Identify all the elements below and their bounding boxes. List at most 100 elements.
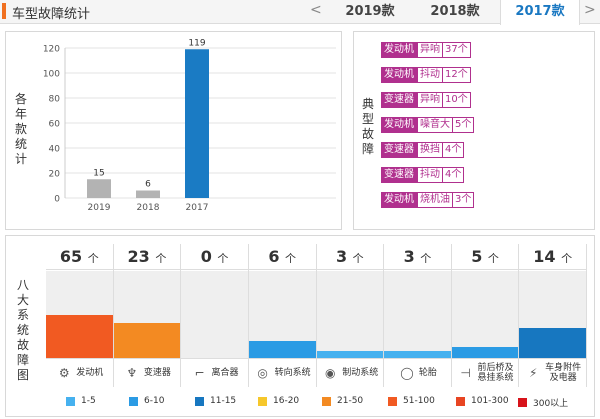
y-tick-label: 100 <box>43 70 60 80</box>
system-column[interactable]: 0 个 ⌐ 离合器 <box>181 244 249 387</box>
y-tick-label: 60 <box>49 120 61 130</box>
legend-swatch <box>258 396 267 406</box>
legend-item: 101-300 <box>456 396 509 406</box>
legend-item: 300以上 <box>518 396 568 409</box>
bar-2018 <box>136 190 160 198</box>
system-bar-area <box>181 271 248 358</box>
fault-item[interactable]: 发动机 抖动 12个 <box>381 67 471 83</box>
legend-swatch <box>518 398 527 407</box>
system-column[interactable]: 14 个 ⚡ 车身附件 及电器 <box>519 244 587 387</box>
eight-systems-label: 八大系统故障图 <box>16 278 29 382</box>
tire-icon: ◯ <box>400 366 414 380</box>
system-bar <box>46 315 113 358</box>
typical-faults-label: 典型故障 <box>361 97 374 156</box>
fault-system-tag: 发动机 <box>381 42 417 58</box>
fault-count-tag: 5个 <box>453 117 475 133</box>
system-bar <box>451 346 519 358</box>
bar-value-label: 15 <box>93 168 104 178</box>
x-tick-label: 2017 <box>186 203 209 213</box>
systems-grid: 65 个 ⚙ 发动机 23 个 ♆ 变速器 0 个 ⌐ 离合器 6 个 ◎ 转向系统 3 个 ◉ 制动系统 3… <box>46 244 587 387</box>
fault-system-tag: 发动机 <box>381 67 417 83</box>
bar-value-label: 6 <box>145 180 151 190</box>
tab-2019[interactable]: 2019款 <box>345 4 395 19</box>
prev-arrow-icon[interactable]: < <box>310 2 322 18</box>
system-label: ♆ 变速器 <box>113 358 181 387</box>
fault-item[interactable]: 发动机 烧机油 3个 <box>381 192 475 208</box>
system-bar <box>113 323 181 358</box>
system-count: 3 个 <box>384 244 451 270</box>
system-column[interactable]: 65 个 ⚙ 发动机 <box>46 244 114 387</box>
system-count: 65 个 <box>46 244 113 270</box>
fault-item[interactable]: 变速器 抖动 4个 <box>381 167 465 183</box>
bar-2017 <box>185 49 209 198</box>
system-count: 23 个 <box>113 244 181 270</box>
steering-wheel-icon: ◎ <box>257 366 268 380</box>
fault-system-tag: 变速器 <box>381 92 417 108</box>
fault-system-tag: 变速器 <box>381 142 417 158</box>
body-electrical-icon: ⚡ <box>528 366 538 380</box>
engine-icon: ⚙ <box>58 366 70 380</box>
fault-type-tag: 异响 <box>417 92 443 108</box>
legend-swatch <box>129 396 138 406</box>
legend-swatch <box>195 396 204 406</box>
system-column[interactable]: 3 个 ◯ 轮胎 <box>384 244 452 387</box>
system-label: ⊣ 前后桥及 悬挂系统 <box>451 358 519 387</box>
fault-type-tag: 抖动 <box>417 67 443 83</box>
fault-type-tag: 异响 <box>417 42 443 58</box>
legend-item: 6-10 <box>129 396 164 406</box>
bar-value-label: 119 <box>188 38 205 48</box>
next-arrow-icon[interactable]: > <box>584 2 596 18</box>
system-bar-area <box>519 271 586 358</box>
x-tick-label: 2019 <box>88 203 111 213</box>
system-bar-area <box>248 271 316 358</box>
year-stats-label: 各年款统计 <box>14 92 27 166</box>
fault-item[interactable]: 变速器 换挡 4个 <box>381 142 465 158</box>
system-column[interactable]: 3 个 ◉ 制动系统 <box>316 244 385 387</box>
system-label: ⚡ 车身附件 及电器 <box>519 358 586 387</box>
legend-label: 6-10 <box>144 396 165 406</box>
system-column[interactable]: 23 个 ♆ 变速器 <box>113 244 182 387</box>
eight-systems-panel: 八大系统故障图 65 个 ⚙ 发动机 23 个 ♆ 变速器 0 个 ⌐ 离合器 6 个 ◎ 转向系统 3… <box>5 235 595 417</box>
legend-swatch <box>322 396 331 406</box>
system-name: 前后桥及 悬挂系统 <box>477 363 514 383</box>
fault-system-tag: 发动机 <box>381 192 417 208</box>
system-column[interactable]: 5 个 ⊣ 前后桥及 悬挂系统 <box>451 244 520 387</box>
legend-label: 11-15 <box>210 396 237 406</box>
system-label: ◯ 轮胎 <box>384 358 451 387</box>
legend-item: 21-50 <box>322 396 363 406</box>
system-bar-area <box>451 271 519 358</box>
fault-count-tag: 10个 <box>443 92 471 108</box>
system-name: 轮胎 <box>418 368 437 378</box>
tab-2018[interactable]: 2018款 <box>430 4 480 19</box>
fault-type-tag: 烧机油 <box>417 192 453 208</box>
system-name: 制动系统 <box>342 368 379 378</box>
system-column[interactable]: 6 个 ◎ 转向系统 <box>248 244 317 387</box>
system-label: ⌐ 离合器 <box>181 358 248 387</box>
typical-faults-panel: 典型故障 发动机 异响 37个 发动机 抖动 12个 变速器 异响 10个 发动机 噪音大 5个 变速器… <box>353 31 595 230</box>
legend-label: 21-50 <box>337 396 364 406</box>
system-name: 变速器 <box>143 368 171 378</box>
fault-count-tag: 4个 <box>443 167 465 183</box>
system-count: 0 个 <box>181 244 248 270</box>
x-tick-label: 2018 <box>137 203 160 213</box>
y-tick-label: 40 <box>49 145 61 155</box>
tab-2017[interactable]: 2017款 <box>500 0 580 25</box>
fault-item[interactable]: 发动机 噪音大 5个 <box>381 117 475 133</box>
fault-count-tag: 3个 <box>453 192 475 208</box>
system-count: 14 个 <box>519 244 586 270</box>
fault-item[interactable]: 发动机 异响 37个 <box>381 42 471 58</box>
legend-swatch <box>388 396 397 406</box>
bar-2019 <box>87 179 111 198</box>
legend-item: 16-20 <box>258 396 299 406</box>
fault-item[interactable]: 变速器 异响 10个 <box>381 92 471 108</box>
y-tick-label: 80 <box>49 95 61 105</box>
fault-system-tag: 变速器 <box>381 167 417 183</box>
system-count: 6 个 <box>248 244 316 270</box>
system-name: 发动机 <box>76 368 104 378</box>
system-bar <box>519 328 586 358</box>
gear-shift-icon: ♆ <box>126 366 138 380</box>
system-label: ⚙ 发动机 <box>46 358 113 387</box>
clutch-icon: ⌐ <box>194 366 205 380</box>
y-tick-label: 0 <box>54 195 60 205</box>
fault-count-tag: 4个 <box>443 142 465 158</box>
